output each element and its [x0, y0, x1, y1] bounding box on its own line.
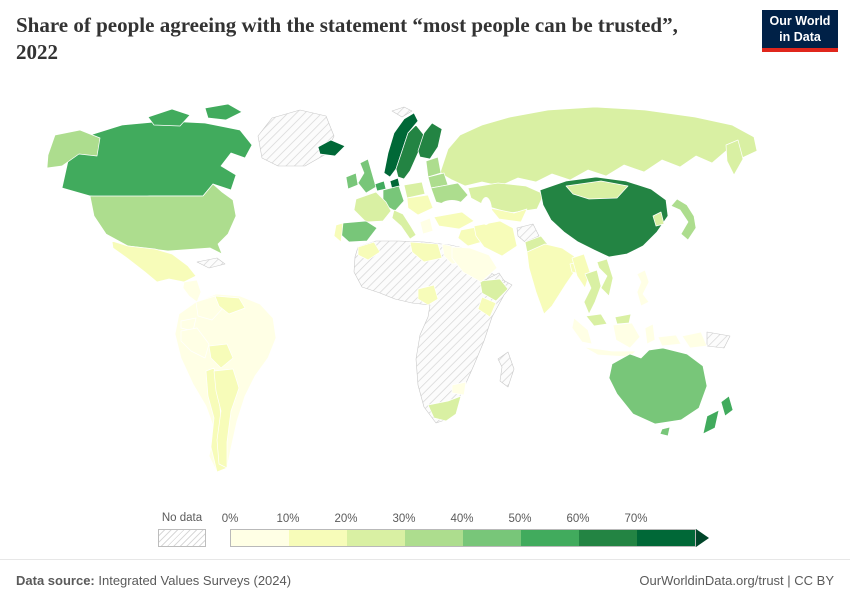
country-kenya[interactable] [477, 296, 497, 318]
legend-tick: 30% [392, 513, 416, 525]
owid-logo-line2: in Data [779, 30, 821, 44]
country-ukraine[interactable] [430, 182, 469, 208]
country-malaysia[interactable] [585, 313, 608, 327]
no-data-region-greenland [257, 109, 335, 167]
country-indonesia-sumatra[interactable] [571, 317, 593, 345]
legend-arrow-icon [696, 529, 709, 547]
country-turkey[interactable] [433, 211, 475, 230]
country-zimbabwe[interactable] [451, 381, 467, 396]
country-indonesia-papua[interactable] [681, 331, 708, 349]
country-france[interactable] [353, 191, 392, 223]
country-china[interactable] [539, 176, 669, 258]
country-new-zealand-north[interactable] [720, 395, 734, 417]
no-data-region-svalbard [391, 106, 413, 118]
country-poland[interactable] [403, 181, 426, 199]
country-canada-arctic2[interactable] [204, 103, 243, 121]
country-indonesia-borneo[interactable] [612, 322, 641, 349]
country-peru[interactable] [180, 327, 210, 359]
legend-swatch [289, 530, 347, 546]
footer: Data source: Integrated Values Surveys (… [0, 559, 850, 600]
legend-swatch [521, 530, 579, 546]
country-uzbekistan[interactable] [489, 207, 528, 223]
country-venezuela[interactable] [214, 295, 246, 315]
country-malaysia-borneo[interactable] [614, 313, 632, 325]
no-data-region-madagascar [497, 351, 515, 388]
country-portugal[interactable] [333, 222, 344, 243]
country-kazakhstan[interactable] [467, 182, 545, 214]
country-ireland[interactable] [345, 172, 359, 190]
country-new-zealand-south[interactable] [702, 409, 720, 435]
map-legend: No data 0% 10% 20% 30% 40% 50% 60% 70% [158, 512, 709, 547]
black-sea [440, 200, 464, 212]
country-libya[interactable] [409, 241, 443, 263]
country-iran[interactable] [473, 220, 518, 257]
footer-datasource: Data source: Integrated Values Surveys (… [16, 573, 291, 588]
country-colombia[interactable] [195, 295, 224, 321]
legend-swatch [405, 530, 463, 546]
country-finland[interactable] [417, 122, 443, 160]
country-nigeria[interactable] [417, 284, 439, 306]
country-south-korea[interactable] [652, 211, 665, 227]
legend-no-data-swatch [158, 529, 206, 547]
country-argentina[interactable] [213, 368, 240, 469]
country-south-africa[interactable] [427, 395, 462, 422]
footer-attribution[interactable]: OurWorldinData.org/trust | CC BY [639, 572, 834, 588]
country-romania[interactable] [406, 194, 434, 216]
owid-logo[interactable]: Our World in Data [762, 10, 838, 52]
country-canada[interactable] [61, 120, 253, 201]
legend-swatch [347, 530, 405, 546]
legend-swatch [463, 530, 521, 546]
country-indonesia-java[interactable] [583, 346, 637, 358]
country-greece[interactable] [419, 217, 434, 235]
country-mongolia[interactable] [565, 180, 629, 200]
country-indonesia-sulawesi[interactable] [644, 323, 656, 345]
country-india[interactable] [526, 243, 578, 315]
country-usa[interactable] [89, 183, 237, 255]
country-lithuania[interactable] [425, 156, 442, 178]
legend-swatch [231, 530, 289, 546]
world-map [46, 103, 758, 473]
country-usa-alaska[interactable] [46, 129, 101, 169]
country-iceland[interactable] [317, 139, 346, 157]
country-morocco[interactable] [357, 241, 381, 261]
legend-tick: 60% [566, 513, 590, 525]
country-japan[interactable] [670, 198, 697, 241]
country-ethiopia[interactable] [479, 278, 509, 302]
country-norway[interactable] [383, 112, 419, 178]
country-russia[interactable] [439, 106, 758, 187]
country-russia-kamchatka[interactable] [725, 139, 744, 176]
no-data-region-papua-new-guinea [706, 331, 731, 349]
country-thailand[interactable] [583, 269, 602, 315]
legend-tick: 20% [334, 513, 358, 525]
legend-no-data-label: No data [161, 512, 203, 524]
country-australia[interactable] [608, 347, 708, 425]
country-bolivia[interactable] [208, 343, 234, 369]
legend-tick: 40% [450, 513, 474, 525]
country-canada-arctic1[interactable] [147, 108, 191, 127]
legend-tick: 10% [276, 513, 300, 525]
country-philippines[interactable] [636, 269, 650, 307]
footer-datasource-value: Integrated Values Surveys (2024) [94, 572, 292, 588]
legend-tick: 70% [624, 513, 648, 525]
page-title: Share of people agreeing with the statem… [16, 13, 678, 65]
country-uk[interactable] [357, 158, 377, 194]
legend-tick: 50% [508, 513, 532, 525]
no-data-region-afghanistan [516, 223, 540, 243]
country-guatemala[interactable] [182, 279, 202, 303]
legend-swatch [637, 530, 695, 546]
country-italy[interactable] [391, 209, 417, 240]
caspian-sea [480, 197, 492, 225]
country-australia-tasmania[interactable] [659, 426, 671, 437]
country-saudi-arabia[interactable] [451, 246, 498, 283]
footer-datasource-label: Data source: [16, 572, 95, 588]
legend-swatch [579, 530, 637, 546]
country-vietnam[interactable] [596, 258, 614, 297]
legend-tick: 0% [221, 513, 239, 525]
country-indonesia-lesser[interactable] [657, 334, 682, 347]
no-data-region-cuba [196, 257, 226, 269]
owid-logo-line1: Our World [769, 13, 831, 28]
legend-bar [230, 529, 696, 547]
country-spain[interactable] [338, 220, 378, 243]
